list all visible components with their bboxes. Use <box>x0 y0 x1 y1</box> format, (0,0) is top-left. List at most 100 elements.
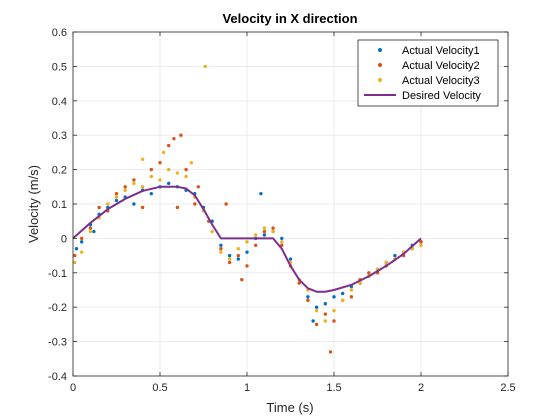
data-point <box>149 167 153 172</box>
data-point <box>227 260 232 265</box>
data-point <box>224 202 228 206</box>
data-point <box>259 191 263 196</box>
legend-marker-swatch <box>378 48 382 52</box>
data-point <box>341 291 345 296</box>
x-tick-label: 0 <box>70 382 76 394</box>
data-point <box>311 319 315 323</box>
x-tick-label: 1 <box>244 382 250 394</box>
data-point <box>140 185 145 189</box>
data-point <box>236 253 240 258</box>
data-point <box>349 288 354 292</box>
y-tick-label: -0.4 <box>48 371 67 383</box>
data-point <box>245 240 249 244</box>
data-point <box>323 302 327 306</box>
data-point <box>280 243 284 247</box>
x-axis-title: Time (s) <box>266 400 313 415</box>
data-point <box>167 181 171 186</box>
data-point <box>314 308 319 313</box>
data-point <box>306 298 310 303</box>
data-point <box>280 236 284 241</box>
legend-marker-swatch <box>378 63 382 67</box>
data-point <box>332 319 336 323</box>
data-point <box>132 202 136 206</box>
data-point <box>332 295 336 299</box>
data-point <box>332 308 336 313</box>
data-point <box>262 229 267 234</box>
data-point <box>149 191 153 196</box>
legend-marker-swatch <box>378 78 382 82</box>
y-tick-label: 0.2 <box>52 165 67 177</box>
data-point <box>74 247 79 251</box>
data-point <box>80 236 84 241</box>
data-point <box>189 161 194 165</box>
data-point <box>271 226 275 230</box>
data-point <box>73 260 77 265</box>
data-point <box>306 295 310 299</box>
legend-label: Actual Velocity2 <box>402 60 480 72</box>
series-2-points <box>73 133 423 354</box>
data-point <box>140 205 145 210</box>
axis-ticks: 0 0.5 1 1.5 2 2.5 -0.4 -0.3 -0.2 -0.1 0 0.1 0.2 0.3 0.… <box>48 27 516 394</box>
data-point <box>328 350 333 354</box>
legend: Actual Velocity1 Actual Velocity2 Actual V… <box>357 39 499 107</box>
y-tick-label: -0.3 <box>48 337 67 349</box>
data-point <box>73 253 77 258</box>
data-point <box>161 150 166 155</box>
data-point <box>97 205 101 210</box>
data-point <box>132 181 136 186</box>
data-point <box>179 133 183 137</box>
data-point <box>219 250 223 254</box>
data-point <box>149 174 153 179</box>
data-point <box>184 174 188 179</box>
desired-velocity-line <box>72 185 422 293</box>
data-point <box>123 188 127 192</box>
data-point <box>262 226 267 230</box>
x-tick-label: 1.5 <box>326 382 341 394</box>
legend-label: Desired Velocity <box>402 90 481 102</box>
data-point <box>92 229 96 234</box>
data-point <box>219 243 223 247</box>
x-tick-label: 0.5 <box>152 382 167 394</box>
legend-label: Actual Velocity3 <box>402 75 480 87</box>
chart-title: Velocity in X direction <box>222 11 357 26</box>
data-point <box>262 233 267 237</box>
data-point <box>203 64 207 69</box>
data-point <box>167 143 171 148</box>
data-point <box>245 250 249 254</box>
data-point <box>227 253 232 258</box>
y-tick-label: 0.5 <box>52 61 67 73</box>
data-point <box>323 319 327 323</box>
data-point <box>175 205 180 210</box>
data-point <box>88 226 93 230</box>
data-point <box>297 281 301 285</box>
x-tick-label: 2.5 <box>500 382 515 394</box>
data-point <box>114 195 119 199</box>
y-tick-label: 0.1 <box>52 199 67 211</box>
data-point <box>254 233 258 237</box>
data-point <box>323 312 327 316</box>
data-point <box>140 157 145 161</box>
y-tick-label: 0.6 <box>52 27 67 39</box>
data-point <box>367 271 371 275</box>
data-point <box>236 247 240 251</box>
data-point <box>184 167 188 172</box>
data-point <box>358 281 362 285</box>
data-point <box>196 185 200 189</box>
data-point <box>167 167 171 172</box>
data-point <box>288 257 293 261</box>
data-point <box>314 305 319 309</box>
data-point <box>271 229 275 234</box>
data-point <box>393 253 397 258</box>
y-tick-label: 0.4 <box>52 96 67 108</box>
data-point <box>419 240 423 244</box>
data-point <box>158 161 162 165</box>
y-axis-title: Velocity (m/s) <box>26 165 41 243</box>
data-point <box>88 229 93 234</box>
legend-label: Actual Velocity1 <box>402 45 480 57</box>
data-point <box>254 243 258 247</box>
data-point <box>227 257 232 261</box>
data-point <box>114 191 119 196</box>
data-point <box>80 240 84 244</box>
data-point <box>123 185 127 189</box>
data-point <box>314 322 319 327</box>
